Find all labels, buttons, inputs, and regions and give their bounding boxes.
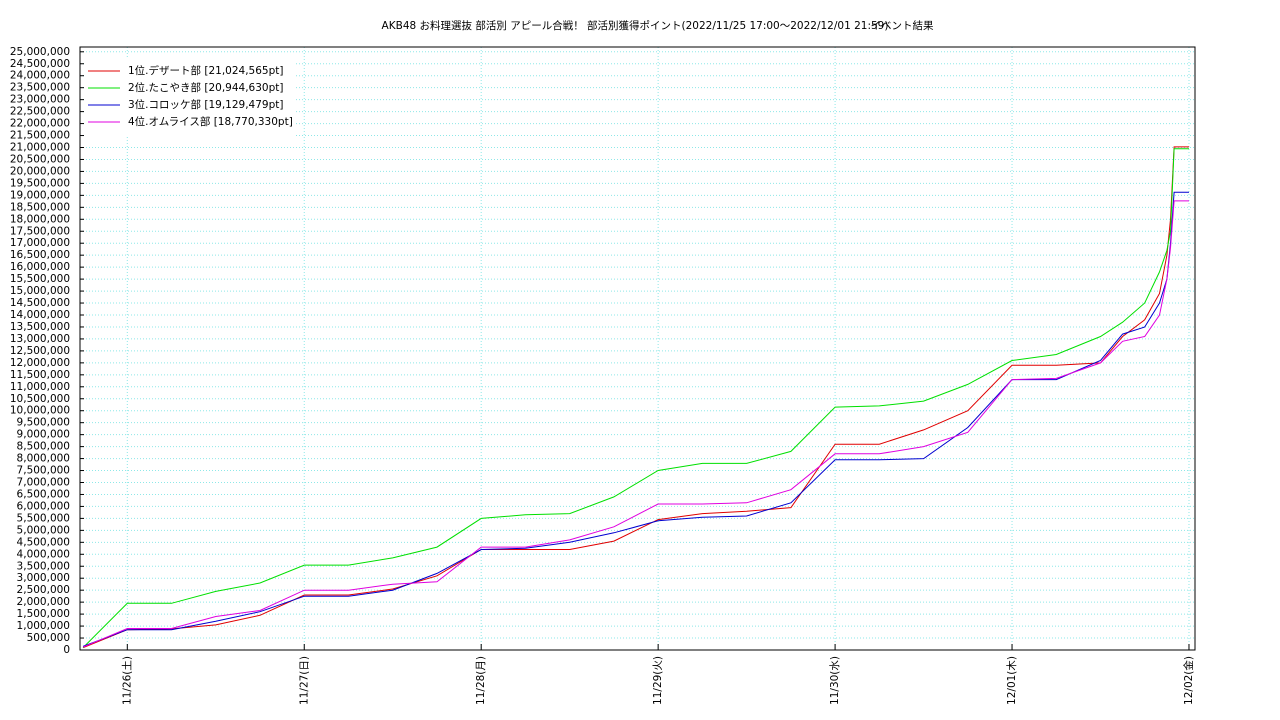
legend-label: 3位.コロッケ部 [19,129,479pt] (128, 98, 283, 111)
y-tick-label: 12,000,000 (10, 357, 70, 369)
y-tick-label: 7,500,000 (17, 465, 70, 477)
y-tick-label: 18,500,000 (10, 201, 70, 213)
legend-label: 4位.オムライス部 [18,770,330pt] (128, 115, 293, 128)
x-tick-label: 12/02(金) (1182, 656, 1195, 705)
y-tick-label: 5,500,000 (17, 512, 70, 524)
legend-label: 2位.たこやき部 [20,944,630pt] (128, 81, 283, 94)
y-tick-label: 20,500,000 (10, 153, 70, 165)
x-tick-label: 11/30(水) (829, 656, 841, 705)
series-line (82, 148, 1189, 648)
y-tick-label: 10,500,000 (10, 393, 70, 405)
y-tick-label: 5,000,000 (17, 524, 70, 536)
y-tick-label: 21,000,000 (10, 142, 70, 154)
y-tick-label: 1,500,000 (17, 608, 70, 620)
y-tick-label: 17,500,000 (10, 225, 70, 237)
y-tick-label: 2,000,000 (17, 596, 70, 608)
y-tick-label: 11,000,000 (10, 381, 70, 393)
chart-subtitle: イベント結果 (871, 19, 934, 32)
y-tick-label: 24,500,000 (10, 58, 70, 70)
y-tick-label: 22,000,000 (10, 118, 70, 130)
y-tick-label: 14,000,000 (10, 309, 70, 321)
y-tick-label: 21,500,000 (10, 130, 70, 142)
x-tick-label: 11/29(火) (652, 656, 664, 705)
y-tick-label: 22,500,000 (10, 106, 70, 118)
y-tick-label: 14,500,000 (10, 297, 70, 309)
y-tick-label: 18,000,000 (10, 213, 70, 225)
y-tick-label: 6,000,000 (17, 500, 70, 512)
y-tick-label: 500,000 (27, 632, 70, 644)
series-line (82, 146, 1189, 649)
y-tick-label: 6,500,000 (17, 488, 70, 500)
x-tick-label: 11/28(月) (475, 656, 487, 705)
chart-title: AKB48 お料理選抜 部活別 アピール合戦！ 部活別獲得ポイント(2022/1… (382, 19, 889, 32)
y-tick-label: 15,000,000 (10, 285, 70, 297)
legend-box (86, 57, 296, 137)
y-tick-label: 4,000,000 (17, 548, 70, 560)
y-tick-label: 3,000,000 (17, 572, 70, 584)
y-tick-label: 16,000,000 (10, 261, 70, 273)
y-tick-label: 9,500,000 (17, 417, 70, 429)
y-tick-label: 7,000,000 (17, 477, 70, 489)
y-tick-label: 19,500,000 (10, 177, 70, 189)
y-tick-label: 23,000,000 (10, 94, 70, 106)
legend-label: 1位.デザート部 [21,024,565pt] (128, 64, 283, 77)
x-tick-label: 11/26(土) (120, 656, 133, 705)
y-tick-label: 23,500,000 (10, 82, 70, 94)
y-tick-label: 19,000,000 (10, 189, 70, 201)
y-tick-label: 8,500,000 (17, 441, 70, 453)
y-tick-label: 16,500,000 (10, 249, 70, 261)
x-tick-label: 12/01(木) (1006, 656, 1018, 705)
y-tick-label: 4,500,000 (17, 536, 70, 548)
y-tick-label: 8,000,000 (17, 453, 70, 465)
x-tick-label: 11/27(日) (298, 656, 310, 705)
y-tick-label: 20,000,000 (10, 165, 70, 177)
y-tick-label: 9,000,000 (17, 429, 70, 441)
y-tick-label: 11,500,000 (10, 369, 70, 381)
y-tick-label: 13,000,000 (10, 333, 70, 345)
y-tick-label: 3,500,000 (17, 560, 70, 572)
series-line (82, 191, 1189, 647)
y-tick-label: 12,500,000 (10, 345, 70, 357)
y-tick-label: 15,500,000 (10, 273, 70, 285)
plot-frame (79, 46, 1196, 651)
y-tick-label: 0 (63, 644, 70, 656)
y-tick-label: 17,000,000 (10, 237, 70, 249)
y-tick-label: 25,000,000 (10, 46, 70, 58)
y-tick-label: 24,000,000 (10, 70, 70, 82)
y-tick-label: 1,000,000 (17, 620, 70, 632)
series-line (82, 200, 1189, 648)
y-tick-label: 13,500,000 (10, 321, 70, 333)
y-tick-label: 2,500,000 (17, 584, 70, 596)
y-tick-label: 10,000,000 (10, 405, 70, 417)
